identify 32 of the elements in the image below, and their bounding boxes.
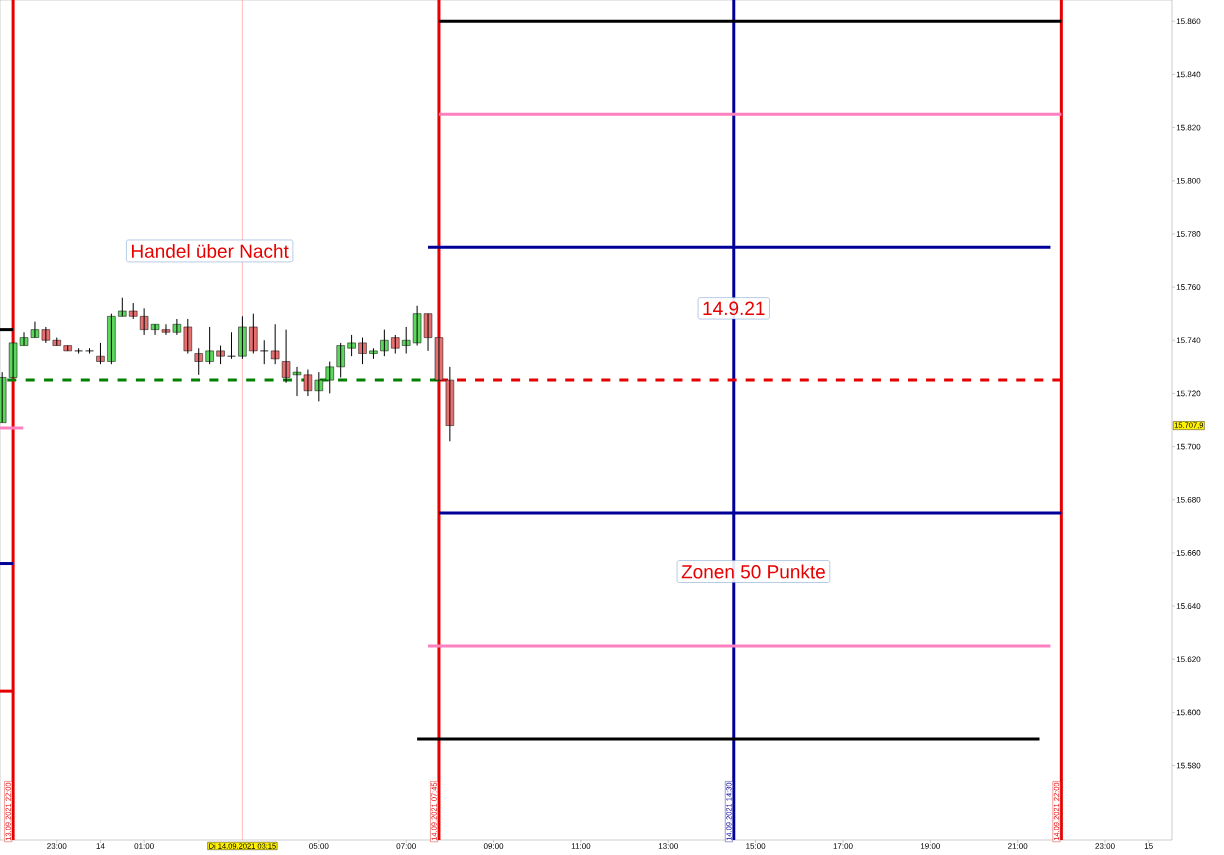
x-tick-label: 15 xyxy=(1144,843,1153,849)
y-tick-label: 15.720 xyxy=(1176,390,1201,397)
y-tick-label: 15.700 xyxy=(1176,443,1201,450)
y-tick-label: 15.780 xyxy=(1176,231,1201,237)
x-tick-label: 09:00 xyxy=(483,843,504,849)
x-tick-label: 17:00 xyxy=(833,843,853,849)
y-tick-label: 15.760 xyxy=(1176,284,1201,290)
y-tick-label: 15.620 xyxy=(1176,656,1201,663)
y-tick-label: 15.820 xyxy=(1176,124,1201,131)
x-tick-label: 13:00 xyxy=(658,843,678,849)
x-tick-label: 19:00 xyxy=(920,843,941,849)
annotation: Zonen 50 Punkte xyxy=(681,564,825,579)
x-tick-label: 07:00 xyxy=(396,843,416,849)
x-tick-label: 01:00 xyxy=(134,843,154,849)
y-tick-label: 15.600 xyxy=(1176,709,1201,716)
annotation: 14.9.21 xyxy=(703,301,765,316)
y-tick-label: 15.580 xyxy=(1176,762,1201,769)
x-tick-label: 05:00 xyxy=(309,843,329,849)
x-tick-label: 14 xyxy=(96,843,105,849)
y-tick-label: 15.860 xyxy=(1176,18,1201,25)
x-tick-label: 23:00 xyxy=(1095,843,1115,849)
x-tick-label: 15:00 xyxy=(746,843,766,849)
x-tick-label: 23:00 xyxy=(47,843,67,849)
y-tick-label: 15.840 xyxy=(1176,71,1201,78)
y-tick-label: 15.680 xyxy=(1176,496,1201,503)
x-tick-label: 21:00 xyxy=(1008,843,1028,849)
y-tick-label: 15.640 xyxy=(1176,603,1201,609)
y-tick-label: 15.740 xyxy=(1176,337,1201,344)
y-tick-label: 15.660 xyxy=(1176,550,1201,556)
y-tick-label: 15.800 xyxy=(1176,177,1201,184)
annotation: Handel über Nacht xyxy=(132,243,289,258)
x-tick-label: 11:00 xyxy=(571,843,591,849)
